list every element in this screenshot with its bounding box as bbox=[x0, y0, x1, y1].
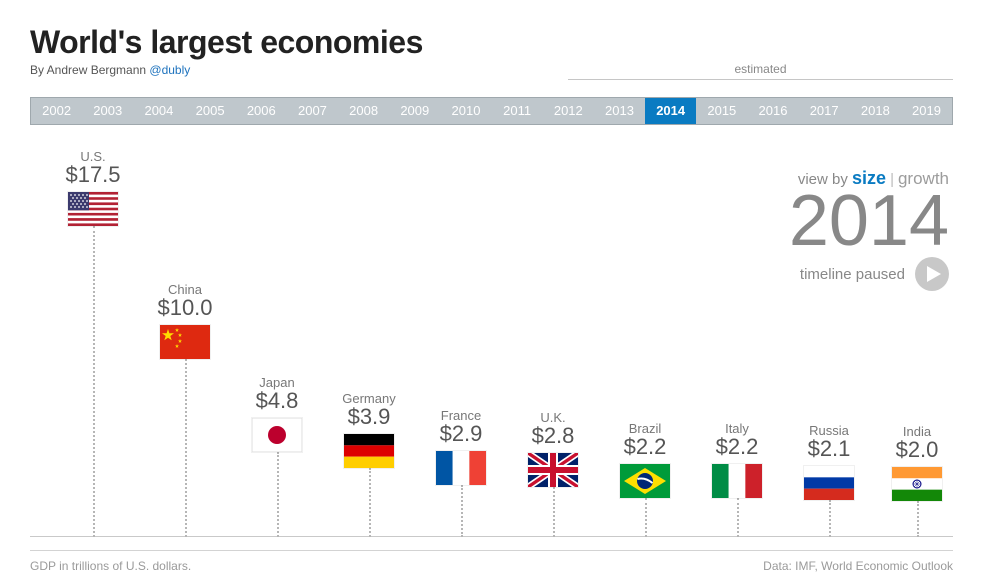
byline-author: By Andrew Bergmann bbox=[30, 63, 146, 77]
stem bbox=[461, 485, 463, 537]
gdp-value: $2.8 bbox=[532, 423, 575, 449]
stem bbox=[93, 226, 95, 538]
year-2002[interactable]: 2002 bbox=[31, 98, 82, 124]
country-name: India bbox=[903, 424, 931, 439]
stem bbox=[185, 359, 187, 537]
gdp-value: $3.9 bbox=[348, 404, 391, 430]
year-2012[interactable]: 2012 bbox=[543, 98, 594, 124]
in-flag-icon bbox=[892, 467, 942, 501]
year-2017[interactable]: 2017 bbox=[799, 98, 850, 124]
year-2005[interactable]: 2005 bbox=[185, 98, 236, 124]
year-2009[interactable]: 2009 bbox=[389, 98, 440, 124]
footer: GDP in trillions of U.S. dollars. Data: … bbox=[30, 550, 953, 573]
gdp-value: $2.1 bbox=[808, 436, 851, 462]
year-2003[interactable]: 2003 bbox=[82, 98, 133, 124]
estimated-range-label: estimated bbox=[568, 62, 953, 80]
country-name: China bbox=[168, 282, 202, 297]
country-name: France bbox=[441, 408, 481, 423]
year-2011[interactable]: 2011 bbox=[492, 98, 543, 124]
country-name: U.K. bbox=[540, 410, 565, 425]
stem bbox=[737, 498, 739, 537]
us-flag-icon bbox=[68, 192, 118, 226]
byline-handle[interactable]: @dubly bbox=[149, 63, 190, 77]
stem bbox=[829, 500, 831, 537]
br-flag-icon bbox=[620, 464, 670, 498]
year-2007[interactable]: 2007 bbox=[287, 98, 338, 124]
gdp-value: $2.9 bbox=[440, 421, 483, 447]
ru-flag-icon bbox=[804, 466, 854, 500]
year-2016[interactable]: 2016 bbox=[747, 98, 798, 124]
country-name: U.S. bbox=[80, 149, 105, 164]
it-flag-icon bbox=[712, 464, 762, 498]
stem bbox=[917, 501, 919, 537]
x-axis bbox=[30, 536, 953, 537]
chart-title: World's largest economies bbox=[30, 24, 953, 61]
gdp-value: $2.2 bbox=[716, 434, 759, 460]
country-name: Germany bbox=[342, 391, 395, 406]
country-name: Italy bbox=[725, 421, 749, 436]
gdp-value: $4.8 bbox=[256, 388, 299, 414]
country-name: Brazil bbox=[629, 421, 662, 436]
gdp-value: $10.0 bbox=[157, 295, 212, 321]
year-2014[interactable]: 2014 bbox=[645, 98, 696, 124]
stem bbox=[277, 452, 279, 537]
year-2006[interactable]: 2006 bbox=[236, 98, 287, 124]
country-name: Japan bbox=[259, 375, 294, 390]
footer-source: Data: IMF, World Economic Outlook bbox=[763, 559, 953, 573]
de-flag-icon bbox=[344, 434, 394, 468]
year-2019[interactable]: 2019 bbox=[901, 98, 952, 124]
year-2010[interactable]: 2010 bbox=[440, 98, 491, 124]
gdp-value: $17.5 bbox=[65, 162, 120, 188]
gdp-value: $2.0 bbox=[896, 437, 939, 463]
year-timeline[interactable]: 2002200320042005200620072008200920102011… bbox=[30, 97, 953, 125]
stem bbox=[645, 498, 647, 537]
year-2018[interactable]: 2018 bbox=[850, 98, 901, 124]
fr-flag-icon bbox=[436, 451, 486, 485]
footer-units: GDP in trillions of U.S. dollars. bbox=[30, 559, 191, 573]
country-name: Russia bbox=[809, 423, 849, 438]
jp-flag-icon bbox=[252, 418, 302, 452]
year-2015[interactable]: 2015 bbox=[696, 98, 747, 124]
year-2008[interactable]: 2008 bbox=[338, 98, 389, 124]
year-2013[interactable]: 2013 bbox=[594, 98, 645, 124]
gdp-chart: $17.5U.S.$10.0China$4.8Japan$3.9Germany$… bbox=[30, 177, 953, 537]
gdp-value: $2.2 bbox=[624, 434, 667, 460]
stem bbox=[553, 487, 555, 537]
cn-flag-icon bbox=[160, 325, 210, 359]
stem bbox=[369, 468, 371, 537]
uk-flag-icon bbox=[528, 453, 578, 487]
year-2004[interactable]: 2004 bbox=[133, 98, 184, 124]
